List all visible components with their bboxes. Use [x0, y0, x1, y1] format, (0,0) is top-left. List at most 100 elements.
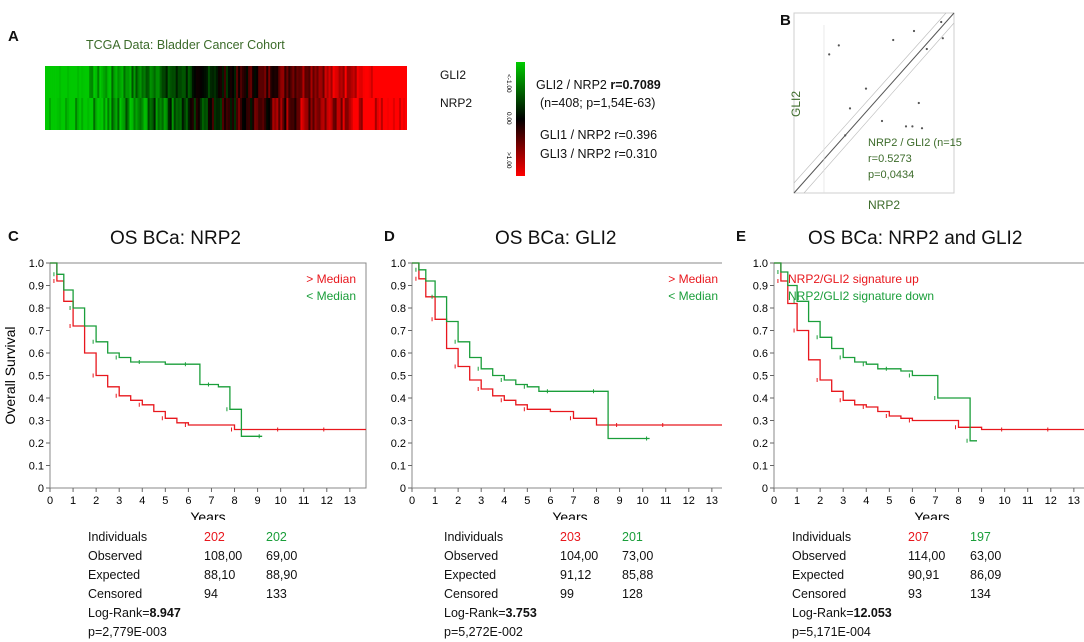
heatmap-cell [139, 66, 142, 98]
x-tick-label: 5 [886, 495, 892, 507]
stats-value-group1: 93 [908, 587, 922, 601]
scatter-regression-line [793, 12, 955, 194]
x-tick-label: 0 [409, 495, 415, 507]
heatmap-cell [183, 98, 187, 130]
heatmap-cell [127, 98, 130, 130]
heatmap-cell [85, 98, 88, 130]
heatmap-cell [211, 98, 215, 130]
heatmap-cell [310, 98, 313, 130]
heatmap-cell [234, 98, 237, 130]
heatmap-cell [354, 98, 358, 130]
heatmap-cell [159, 98, 163, 130]
heatmap-cell [382, 98, 386, 130]
heatmap-cell [93, 98, 96, 130]
heatmap-cell [256, 98, 259, 130]
y-tick-label: 0.9 [391, 281, 406, 293]
heatmap-cell [103, 98, 106, 130]
heatmap-cell [396, 98, 400, 130]
heatmap-cell [314, 66, 317, 98]
heatmap-cell [266, 98, 269, 130]
heatmap-cell [330, 66, 333, 98]
heatmap-cell [398, 98, 402, 130]
x-tick-label: 4 [139, 495, 145, 507]
heatmap-cell [366, 66, 370, 98]
x-tick-label: 1 [70, 495, 76, 507]
heatmap-cell [145, 66, 148, 98]
heatmap-cell [65, 98, 68, 130]
heatmap-cell [207, 98, 211, 130]
heatmap-cell [109, 66, 112, 98]
heatmap-cell [234, 66, 237, 98]
km-legend-high: > Median [668, 272, 718, 286]
heatmap-cell [133, 98, 136, 130]
y-tick-label: 0.1 [391, 461, 406, 473]
heatmap-cell [117, 98, 120, 130]
stats-label: Expected [792, 568, 845, 582]
km-stats-d: Individuals 203 201 Observed 104,00 73,00 Expe… [444, 528, 704, 642]
km-series-line-low [774, 262, 977, 442]
heatmap-cell [402, 98, 406, 130]
heatmap-cell [230, 98, 233, 130]
heatmap-cell [404, 66, 407, 98]
heatmap-cell [141, 66, 144, 98]
heatmap-cell [111, 98, 114, 130]
stats-row-expected: Expected 91,12 85,88 [444, 566, 704, 585]
heatmap-cell [270, 98, 273, 130]
heatmap-cell [274, 98, 277, 130]
heatmap-cell [334, 66, 338, 98]
heatmap-cell [47, 66, 50, 98]
heatmap-cell [155, 98, 159, 130]
heatmap-cell [240, 98, 243, 130]
stats-label: Individuals [444, 530, 504, 544]
corr-gli1: GLI1 / NRP2 r=0.396 [540, 128, 658, 142]
stats-value-group1: 90,91 [908, 568, 940, 582]
heatmap-cell [368, 66, 372, 98]
heatmap-cell [191, 98, 195, 130]
heatmap-cell [55, 98, 58, 130]
scatter-annotation-p: p=0,0434 [868, 169, 914, 181]
x-tick-label: 0 [771, 495, 777, 507]
heatmap-cell [89, 98, 92, 130]
colorbar: <-1.00 0.00 >1.00 [505, 62, 525, 176]
scatter-point [880, 119, 884, 123]
km-legend-high: NRP2/GLI2 signature up [788, 272, 919, 286]
heatmap-cell [191, 66, 195, 98]
y-tick-label: 0.6 [391, 348, 406, 360]
y-tick-label: 0.2 [391, 438, 406, 450]
heatmap-cell [362, 66, 366, 98]
y-tick-label: 0.7 [391, 326, 406, 338]
scatter-ylabel: GLI2 [789, 91, 803, 117]
stats-label: Expected [444, 568, 497, 582]
km-plot-frame [411, 262, 722, 489]
heatmap-cell [270, 66, 273, 98]
heatmap-cell [123, 66, 126, 98]
km-legend-low: NRP2/GLI2 signature down [788, 289, 934, 303]
heatmap-cell [354, 66, 358, 98]
x-tick-label: 1 [432, 495, 438, 507]
heatmap-cell [396, 66, 400, 98]
heatmap-cell [316, 66, 319, 98]
y-tick-label: 0.9 [29, 281, 44, 293]
x-tick-label: 13 [1068, 495, 1080, 507]
heatmap-cell [260, 66, 263, 98]
heatmap-cell [262, 98, 265, 130]
x-tick-label: 7 [208, 495, 214, 507]
heatmap-cell [149, 98, 152, 130]
heatmap-cell [151, 66, 154, 98]
heatmap-cell [61, 66, 64, 98]
heatmap-cell [276, 66, 279, 98]
scatter-point [941, 37, 944, 40]
heatmap-cell [153, 98, 157, 130]
heatmap-cell [226, 66, 229, 98]
heatmap-cell [362, 98, 366, 130]
y-tick-label: 0.8 [753, 303, 768, 315]
heatmap-cell [380, 66, 384, 98]
y-tick-label: 0.7 [29, 326, 44, 338]
heatmap-cell [348, 98, 352, 130]
x-tick-label: 2 [455, 495, 461, 507]
stats-value-group2: 201 [622, 530, 643, 544]
heatmap-cell [376, 98, 380, 130]
heatmap-cell [352, 66, 356, 98]
heatmap-cell [250, 66, 253, 98]
heatmap-cell [145, 98, 148, 130]
